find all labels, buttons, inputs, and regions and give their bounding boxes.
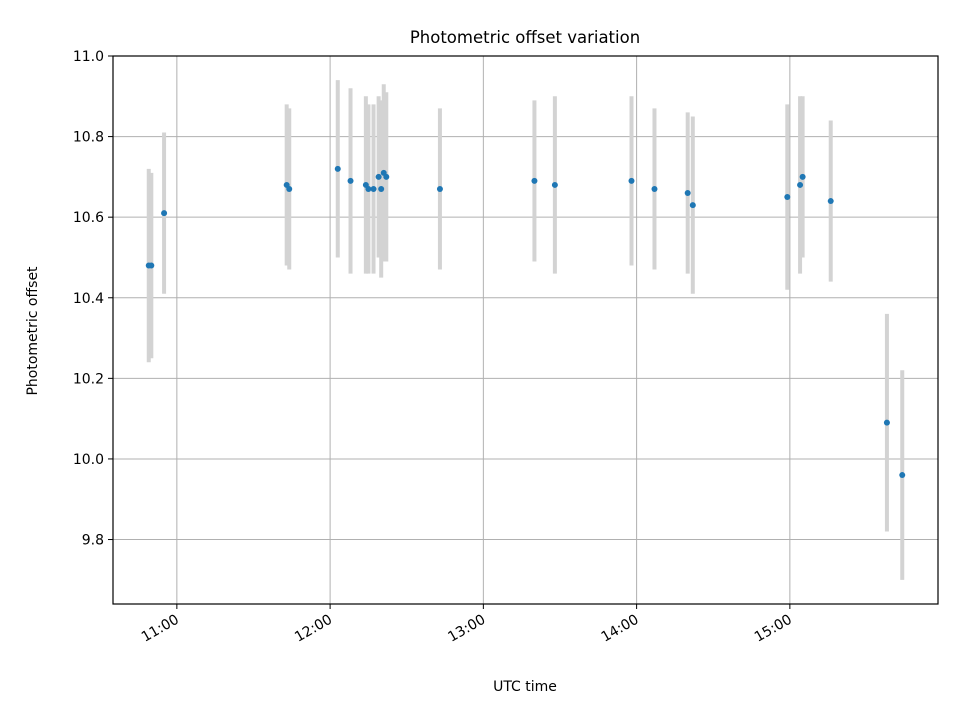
- data-point: [628, 177, 635, 184]
- y-tick-label: 10.4: [73, 291, 104, 307]
- y-tick-label: 11.0: [73, 49, 104, 65]
- data-point: [531, 177, 538, 184]
- data-point: [799, 173, 806, 180]
- x-axis-label: UTC time: [493, 679, 557, 695]
- data-point: [551, 181, 558, 188]
- y-axis-label: Photometric offset: [25, 266, 41, 396]
- data-points: [145, 165, 906, 479]
- data-point: [365, 185, 372, 192]
- data-point: [883, 419, 890, 426]
- plot-frame: [112, 55, 939, 605]
- y-tick-label: 10.6: [73, 210, 104, 226]
- x-tick-label: 11:00: [139, 612, 182, 646]
- x-tick-label: 14:00: [599, 612, 642, 646]
- data-point: [784, 194, 791, 201]
- chart-title: Photometric offset variation: [410, 28, 640, 47]
- data-point: [684, 190, 691, 196]
- grid: [113, 55, 938, 604]
- data-point: [827, 198, 834, 205]
- data-point: [375, 173, 382, 180]
- y-tick-label: 10.0: [73, 452, 104, 468]
- data-point: [899, 472, 906, 479]
- data-point: [286, 185, 293, 192]
- data-point: [797, 181, 804, 188]
- x-axis: 11:00 12:00 13:00 14:00 15:00: [139, 604, 795, 646]
- x-tick-label: 15:00: [752, 612, 795, 646]
- x-tick-label: 13:00: [445, 612, 488, 646]
- data-point: [347, 177, 354, 184]
- data-point: [651, 185, 658, 192]
- data-point: [334, 165, 341, 172]
- data-point: [689, 202, 696, 209]
- x-tick-label: 12:00: [292, 612, 335, 646]
- data-point: [148, 262, 155, 269]
- error-bars: [146, 80, 905, 580]
- data-point: [436, 185, 443, 192]
- y-tick-label: 10.8: [73, 130, 104, 146]
- data-point: [370, 185, 377, 192]
- data-point: [161, 210, 168, 217]
- y-axis: 9.8 10.0 10.2 10.4 10.6 10.8 11.0: [73, 49, 113, 549]
- data-point: [378, 185, 385, 192]
- data-point: [383, 173, 390, 180]
- y-tick-label: 10.2: [73, 371, 104, 387]
- y-tick-label: 9.8: [82, 533, 104, 549]
